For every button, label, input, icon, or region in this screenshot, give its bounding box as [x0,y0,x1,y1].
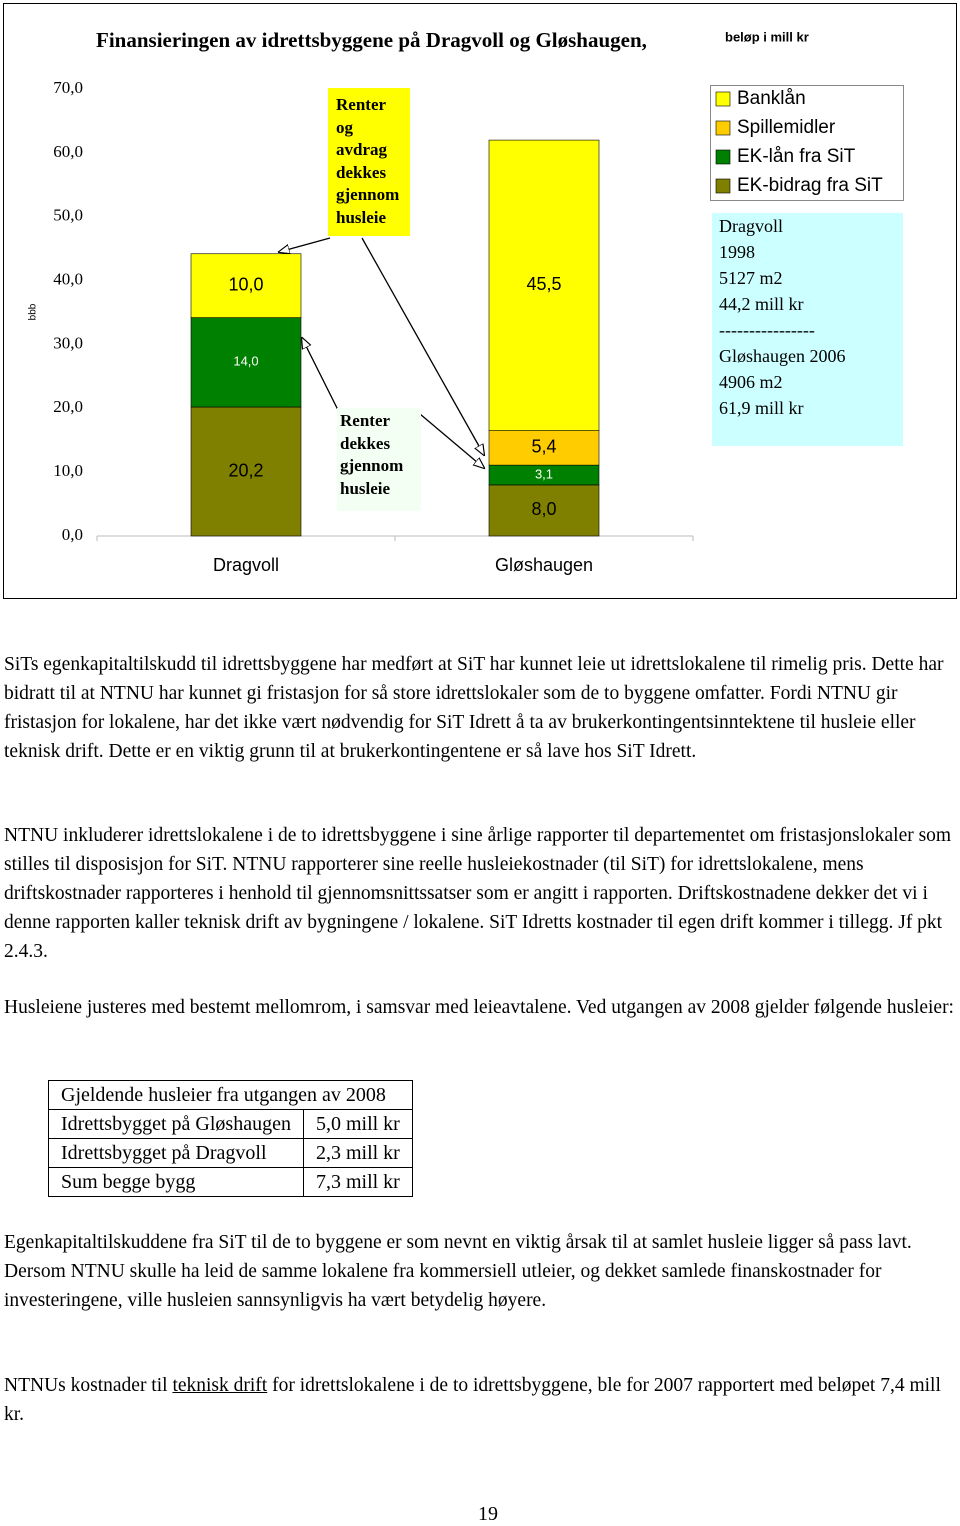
info-line: 61,9 mill kr [719,398,804,418]
annotation: Renter dekkes gjennom husleie [337,408,421,511]
chart-title: Finansieringen av idrettsbyggene på Drag… [96,28,647,52]
legend-swatch [715,120,731,136]
y-tick-label: 70,0 [53,78,83,97]
table-cell: 2,3 mill kr [302,1138,413,1168]
value-label: 10,0 [228,274,263,294]
info-line: Gløshaugen 2006 [719,346,845,366]
y-tick-label: 60,0 [53,142,83,161]
y-tick-label: 10,0 [53,461,83,480]
info-line: 1998 [719,242,755,262]
table-cell: Sum begge bygg [48,1167,304,1197]
page-number: 19 [478,1503,498,1525]
chart-border [3,3,957,599]
legend-swatch [715,91,731,107]
link-text: teknisk drift [172,1375,268,1396]
table-cell: Idrettsbygget på Dragvoll [48,1138,304,1168]
y-tick-label: 20,0 [53,397,83,416]
annotation: Renter og avdrag dekkes gjennom husleie [328,88,410,236]
paragraph: Egenkapitaltilskuddene fra SiT til de to… [4,1232,912,1311]
legend-label: Spillemidler [737,117,836,138]
x-tick-label: Dragvoll [213,555,279,575]
paragraph: NTNUs kostnader til teknisk drift for id… [4,1371,956,1429]
info-line: 4906 m2 [719,372,783,392]
legend-label: Banklån [737,88,806,109]
chart-subtitle: beløp i mill kr [725,29,809,44]
table-cell: 5,0 mill kr [302,1109,413,1139]
legend-swatch [715,178,731,194]
paragraph: NTNU inkluderer idrettslokalene i de to … [4,825,952,962]
y-axis-label: bbb [28,303,39,320]
table-cell: 7,3 mill kr [302,1167,413,1197]
value-label: 14,0 [233,354,258,369]
info-line: Dragvoll [719,216,783,236]
value-label: 3,1 [535,466,553,481]
paragraph: Husleiene justeres med bestemt mellomrom… [4,997,954,1018]
paragraph: SiTs egenkapitaltilskudd til idrettsbygg… [4,654,944,762]
chart: Finansieringen av idrettsbyggene på Drag… [3,3,957,599]
legend-swatch [715,149,731,165]
table-cell: Idrettsbygget på Gløshaugen [48,1109,304,1139]
arrow [302,338,339,411]
bar-segment [190,406,302,537]
legend-box [710,85,904,201]
y-tick-label: 40,0 [53,269,83,288]
y-tick-label: 50,0 [53,206,83,225]
x-tick-label: Gløshaugen [495,555,593,575]
text: NTNUs kostnader til [4,1375,173,1396]
text: for idrettslokalene i de to idrettsbygge… [4,1375,941,1425]
legend-label: EK-bidrag fra SiT [737,175,883,196]
bar-segment [190,253,302,318]
table-header: Gjeldende husleier fra utgangen av 2008 [48,1080,413,1110]
y-tick-label: 30,0 [53,333,83,352]
bar-segment [488,139,600,431]
value-label: 20,2 [228,460,263,480]
legend-label: EK-lån fra SiT [737,146,856,167]
arrow [361,237,484,455]
arrow [419,413,484,468]
value-label: 8,0 [531,499,556,519]
value-label: 5,4 [531,437,556,457]
value-label: 45,5 [526,274,561,294]
info-line: ---------------- [719,320,815,340]
info-box [712,213,903,446]
info-line: 5127 m2 [719,268,783,288]
y-tick-label: 0,0 [62,525,83,544]
info-line: 44,2 mill kr [719,294,804,314]
rent-table: Gjeldende husleier fra utgangen av 2008 … [48,1080,413,1197]
arrow [279,237,331,252]
